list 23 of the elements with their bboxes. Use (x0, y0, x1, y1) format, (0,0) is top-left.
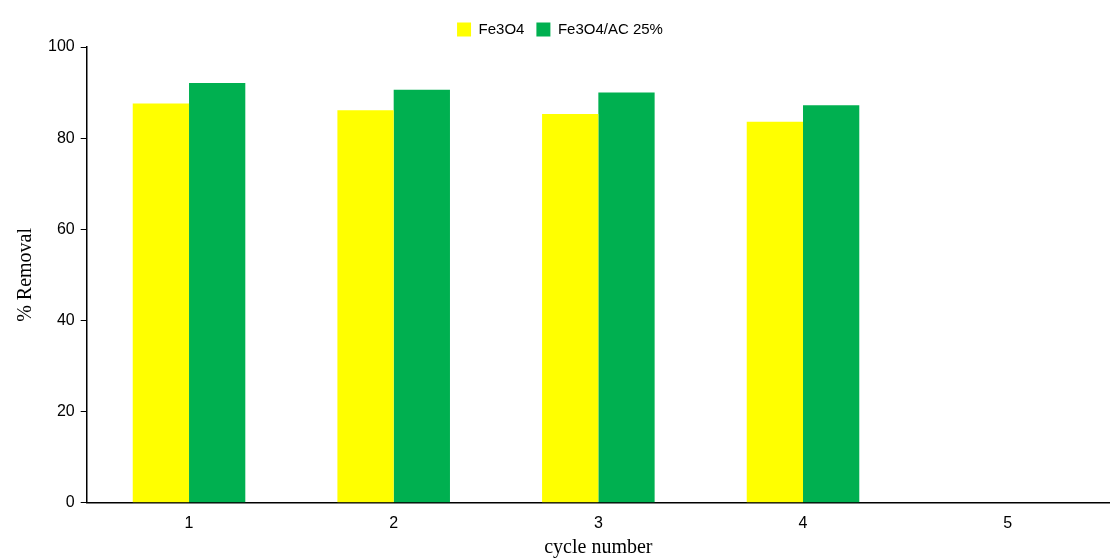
x-axis-title: cycle number (544, 535, 653, 559)
y-tick-label: 80 (56, 128, 75, 146)
bar (337, 110, 394, 503)
bar (803, 105, 860, 503)
x-tick-label: 5 (1003, 513, 1013, 531)
y-tick-label: 60 (56, 219, 75, 237)
y-tick-label: 40 (56, 310, 75, 328)
x-tick-label: 4 (798, 513, 808, 531)
bar (189, 83, 246, 503)
y-tick-label: 20 (56, 402, 75, 420)
bar (393, 89, 450, 503)
bar (598, 92, 655, 503)
legend-label: Fe3O4 (478, 19, 525, 37)
y-axis-title: % Removal (13, 227, 36, 322)
x-tick-label: 3 (593, 513, 603, 531)
bar (132, 103, 190, 503)
y-tick-label: 100 (47, 37, 75, 55)
x-tick-label: 1 (184, 513, 194, 531)
bar (542, 114, 599, 503)
x-tick-label: 2 (389, 513, 399, 531)
legend-label: Fe3O4/AC 25% (557, 19, 663, 37)
y-tick-label: 0 (65, 493, 75, 511)
bar (746, 121, 804, 503)
